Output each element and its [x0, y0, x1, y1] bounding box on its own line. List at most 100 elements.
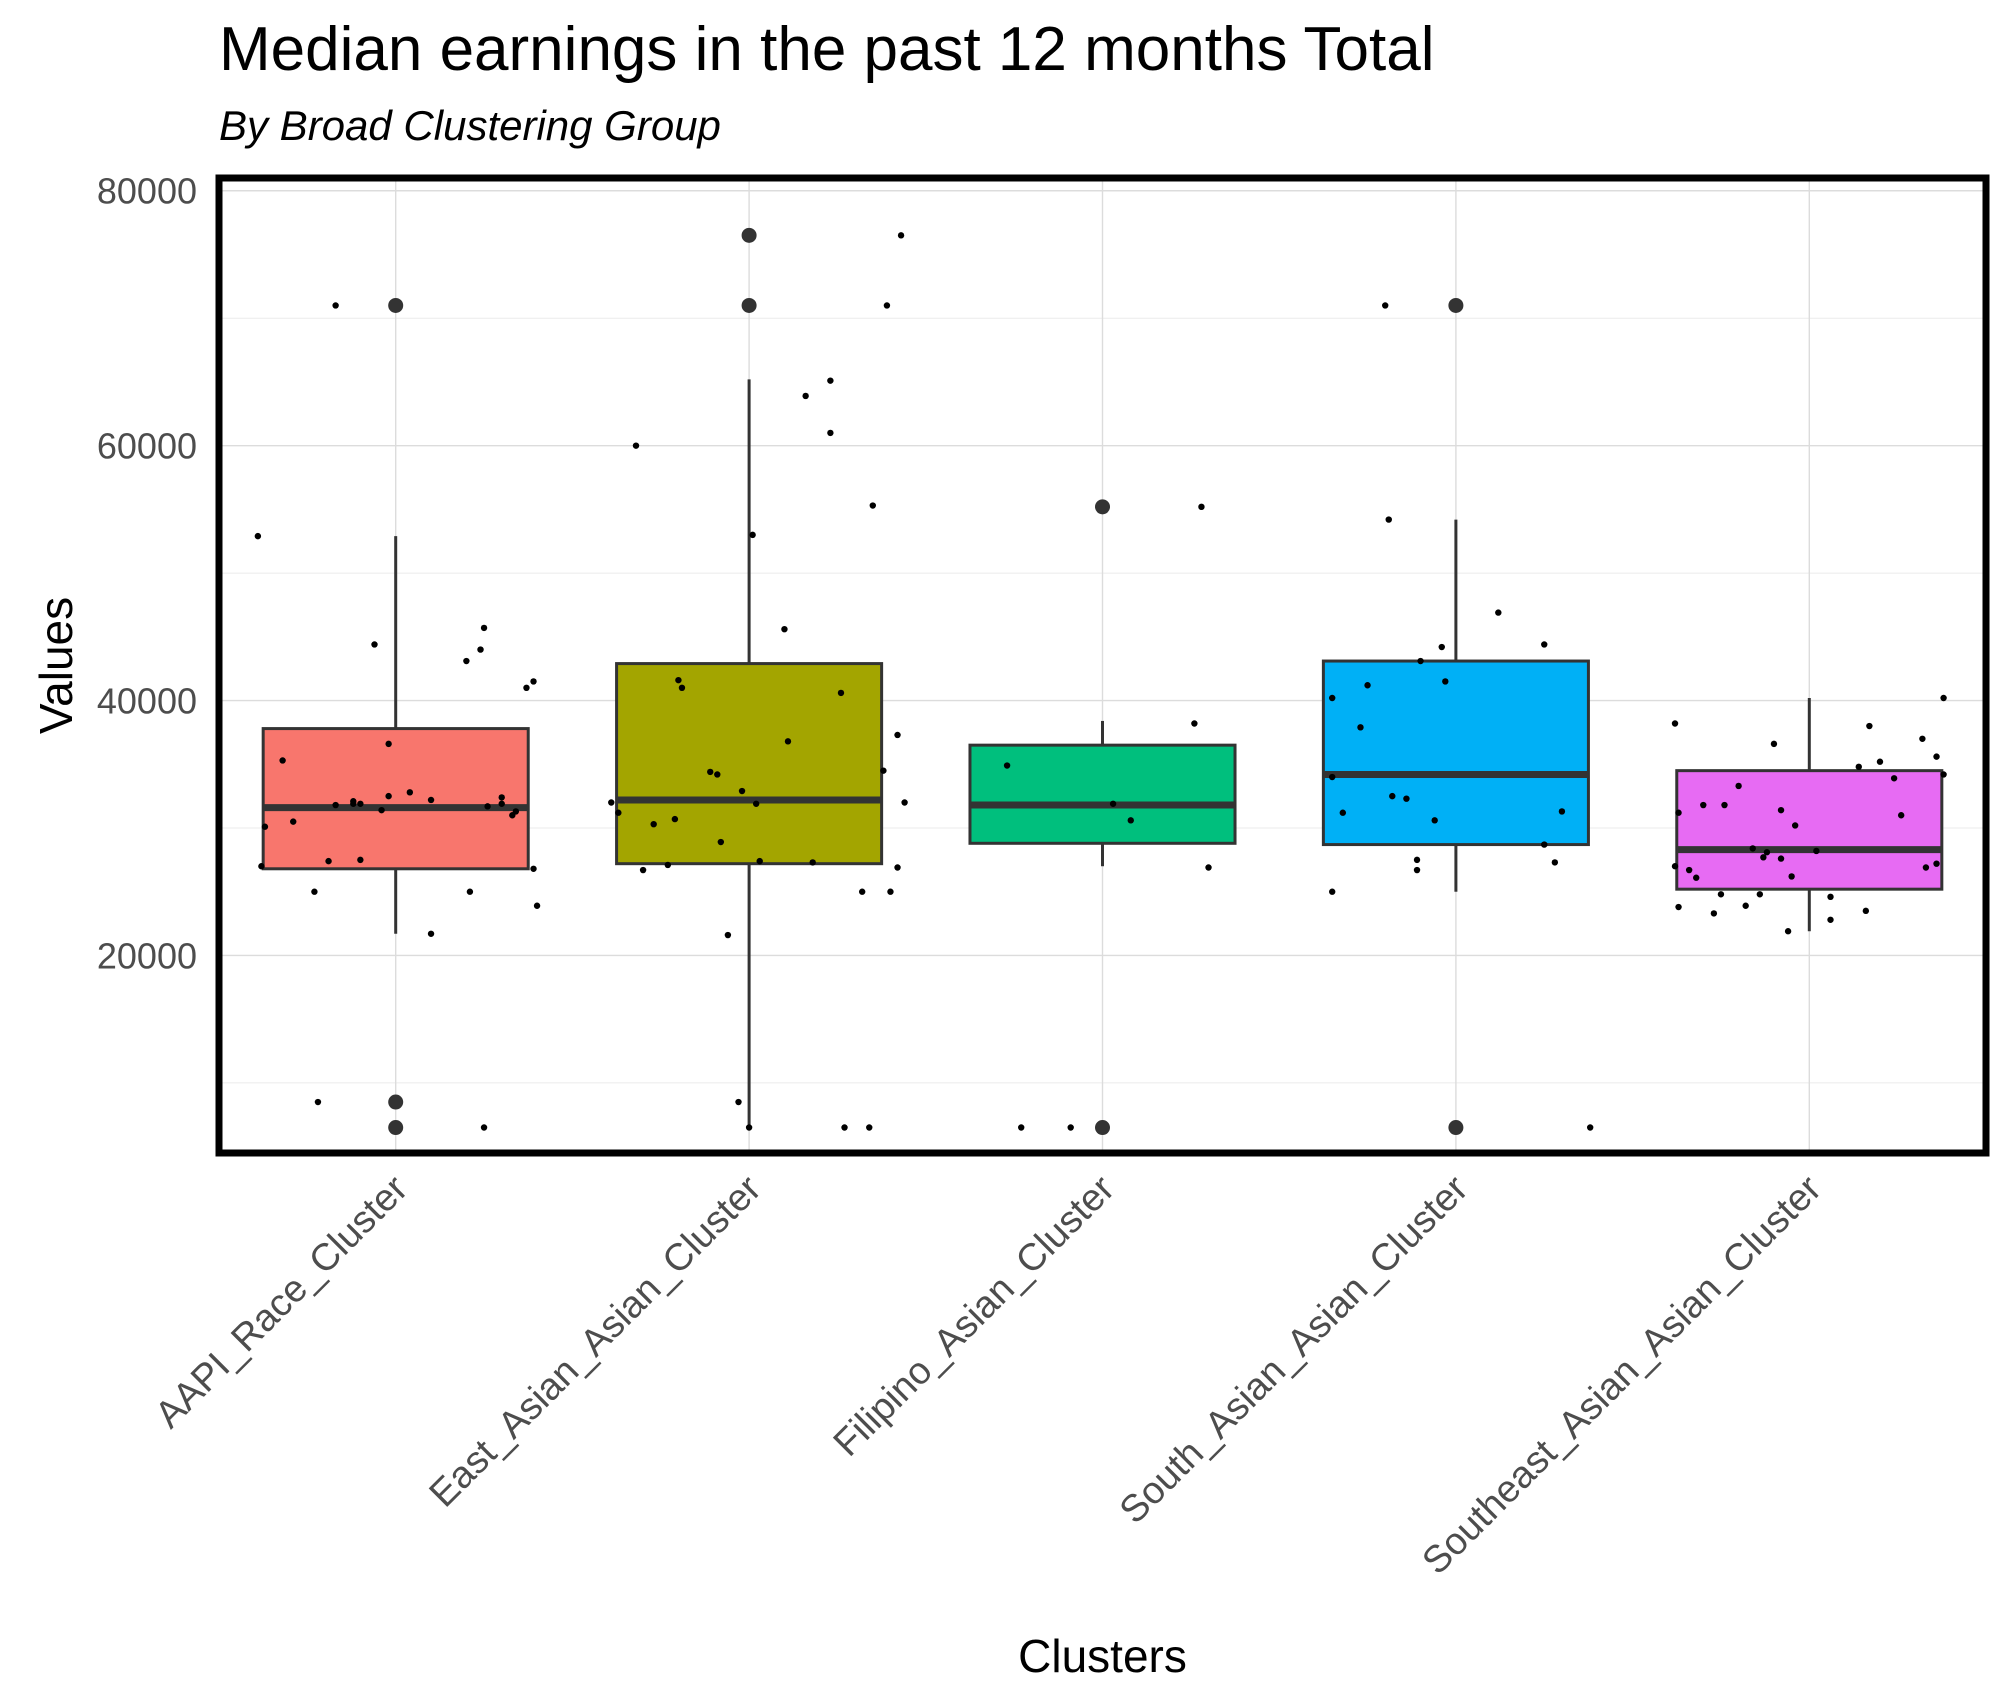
data-point	[738, 787, 746, 795]
data-point	[530, 678, 537, 685]
data-point	[781, 625, 788, 633]
data-point	[745, 1124, 753, 1131]
data-point	[883, 302, 891, 309]
data-point	[1586, 1124, 1594, 1131]
data-point	[897, 232, 905, 239]
data-point	[894, 864, 901, 871]
data-point	[827, 377, 834, 384]
data-point	[1675, 903, 1682, 911]
box-iqr	[1321, 659, 1590, 847]
box-iqr	[1675, 769, 1944, 891]
data-point	[1541, 841, 1548, 848]
data-point	[1413, 856, 1421, 864]
data-point	[523, 684, 530, 692]
data-point	[1770, 740, 1778, 748]
data-point	[756, 857, 763, 865]
boxplot-series	[215, 174, 1990, 1157]
points-Filipino_Asian_Cluster	[1003, 503, 1212, 1131]
y-axis-title: Values	[30, 597, 82, 734]
data-point	[332, 302, 339, 309]
data-point	[724, 931, 732, 939]
data-point	[880, 767, 887, 774]
data-point	[866, 1124, 873, 1131]
data-point	[1018, 1124, 1025, 1131]
data-point	[1813, 847, 1820, 855]
outlier-point	[388, 297, 404, 313]
data-point	[1127, 817, 1134, 824]
x-axis-title: Clusters	[1018, 1630, 1187, 1682]
data-point	[1784, 928, 1792, 935]
data-point	[1438, 643, 1445, 651]
data-point	[1827, 916, 1834, 923]
data-point	[484, 803, 491, 810]
data-point	[314, 1098, 322, 1106]
data-point	[650, 820, 657, 828]
data-point	[1671, 863, 1679, 870]
data-point	[406, 789, 414, 796]
data-point	[1693, 874, 1700, 881]
data-point	[1413, 866, 1421, 874]
box-East_Asian_Asian_Cluster	[615, 227, 884, 1128]
outlier-point	[1095, 499, 1110, 515]
y-axis-ticks: 20000 40000 60000 80000	[97, 171, 197, 977]
data-point	[1685, 866, 1693, 874]
data-point	[261, 823, 269, 830]
data-point	[1742, 902, 1749, 909]
data-point	[1109, 800, 1117, 807]
data-point	[1890, 775, 1898, 782]
data-point	[1339, 809, 1347, 816]
data-point	[427, 930, 435, 937]
data-point	[1791, 822, 1799, 829]
data-point	[258, 863, 265, 870]
points-AAPI_Race_Cluster	[254, 302, 541, 1131]
data-point	[632, 442, 640, 449]
data-point	[1205, 864, 1212, 871]
box-Southeast_Asian_Asian_Cluster	[1675, 698, 1944, 932]
box-iqr	[261, 727, 530, 871]
data-point	[498, 800, 505, 807]
data-point	[533, 902, 541, 909]
data-point	[1329, 773, 1336, 781]
data-point	[901, 799, 908, 806]
data-point	[350, 800, 357, 807]
data-point	[1763, 849, 1771, 856]
data-point	[385, 792, 392, 800]
data-point	[752, 800, 760, 807]
data-point	[1919, 735, 1926, 742]
y-tick-label: 60000	[97, 426, 197, 467]
data-point	[678, 684, 686, 692]
data-point	[378, 806, 385, 814]
data-point	[1855, 763, 1862, 771]
data-point	[466, 888, 474, 895]
y-tick-label: 80000	[97, 171, 197, 212]
data-point	[675, 676, 682, 684]
data-point	[1721, 801, 1728, 809]
data-point	[1191, 720, 1198, 727]
outlier-point	[388, 1094, 404, 1110]
data-point	[1756, 891, 1764, 898]
x-axis-ticks: AAPI_Race_Cluster East_Asian_Asian_Cluste…	[147, 1167, 1829, 1582]
data-point	[1788, 873, 1795, 880]
data-point	[1198, 503, 1205, 511]
data-point	[887, 888, 894, 895]
data-point	[809, 859, 816, 866]
data-point	[707, 768, 714, 776]
outlier-point	[1448, 1120, 1464, 1136]
data-point	[1922, 864, 1930, 871]
data-point	[1735, 782, 1742, 790]
x-tick-label: East_Asian_Asian_Cluster	[422, 1167, 770, 1515]
x-tick-label: Southeast_Asian_Asian_Cluster	[1415, 1167, 1830, 1582]
box-iqr	[615, 662, 884, 866]
data-point	[714, 771, 721, 778]
data-point	[869, 502, 876, 509]
data-point	[1749, 845, 1756, 852]
y-tick-label: 40000	[97, 681, 197, 722]
data-point	[357, 800, 364, 807]
data-point	[858, 888, 866, 895]
data-point	[254, 532, 262, 540]
data-point	[671, 815, 679, 823]
data-point	[1382, 302, 1389, 309]
data-point	[1551, 859, 1559, 866]
data-point	[1003, 762, 1011, 769]
data-point	[1876, 758, 1884, 765]
